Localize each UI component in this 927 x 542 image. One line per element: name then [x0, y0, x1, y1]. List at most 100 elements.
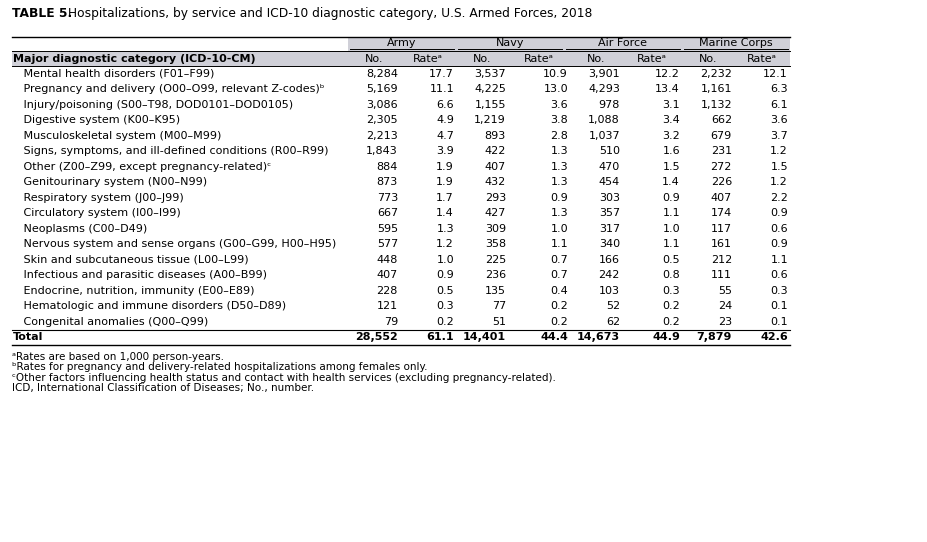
Text: No.: No.	[364, 54, 383, 63]
Text: 1.2: 1.2	[436, 239, 453, 249]
Text: 0.4: 0.4	[550, 286, 567, 296]
Text: 3.6: 3.6	[550, 100, 567, 109]
Text: 0.7: 0.7	[550, 270, 567, 280]
Text: Total: Total	[13, 332, 44, 342]
Text: 0.6: 0.6	[769, 224, 787, 234]
Bar	[12, 221, 789, 236]
Text: 24: 24	[717, 301, 731, 311]
Text: 1.3: 1.3	[436, 224, 453, 234]
Bar	[12, 144, 789, 159]
Text: 3.7: 3.7	[769, 131, 787, 141]
Text: 28,552: 28,552	[355, 332, 398, 342]
Text: No.: No.	[586, 54, 604, 63]
Text: Major diagnostic category (ICD-10-CM): Major diagnostic category (ICD-10-CM)	[13, 54, 255, 63]
Text: 1.3: 1.3	[550, 162, 567, 172]
Text: 212: 212	[710, 255, 731, 264]
Text: Air Force: Air Force	[598, 38, 647, 48]
Text: 577: 577	[376, 239, 398, 249]
Text: 1,155: 1,155	[474, 100, 505, 109]
Bar	[12, 283, 789, 299]
Text: 12.1: 12.1	[762, 69, 787, 79]
Text: Rateᵃ: Rateᵃ	[746, 54, 776, 63]
Text: 773: 773	[376, 193, 398, 203]
Text: 2,305: 2,305	[366, 115, 398, 125]
Text: 1.1: 1.1	[662, 208, 679, 218]
Text: 1.1: 1.1	[662, 239, 679, 249]
Bar	[12, 97, 789, 113]
Text: 448: 448	[376, 255, 398, 264]
Text: 0.3: 0.3	[436, 301, 453, 311]
Text: 228: 228	[376, 286, 398, 296]
Text: 1.1: 1.1	[769, 255, 787, 264]
Text: 7,879: 7,879	[696, 332, 731, 342]
Text: 225: 225	[484, 255, 505, 264]
Text: Genitourinary system (N00–N99): Genitourinary system (N00–N99)	[13, 177, 207, 187]
Text: Rateᵃ: Rateᵃ	[636, 54, 667, 63]
Text: 662: 662	[710, 115, 731, 125]
Text: 61.1: 61.1	[425, 332, 453, 342]
Text: 1.5: 1.5	[769, 162, 787, 172]
Text: ᵃRates are based on 1,000 person-years.: ᵃRates are based on 1,000 person-years.	[12, 352, 223, 362]
Text: Congenital anomalies (Q00–Q99): Congenital anomalies (Q00–Q99)	[13, 317, 208, 327]
Text: ICD, International Classification of Diseases; No., number.: ICD, International Classification of Dis…	[12, 384, 313, 393]
Text: 3,901: 3,901	[588, 69, 619, 79]
Bar	[348, 37, 789, 51]
Text: 135: 135	[485, 286, 505, 296]
Text: 407: 407	[710, 193, 731, 203]
Text: 6.6: 6.6	[436, 100, 453, 109]
Text: 2.8: 2.8	[550, 131, 567, 141]
Text: 44.4: 44.4	[540, 332, 567, 342]
Text: 11.1: 11.1	[429, 84, 453, 94]
Bar	[12, 128, 789, 144]
Text: 1.5: 1.5	[662, 162, 679, 172]
Text: Pregnancy and delivery (O00–O99, relevant Z-codes)ᵇ: Pregnancy and delivery (O00–O99, relevan…	[13, 84, 324, 94]
Text: 3.4: 3.4	[662, 115, 679, 125]
Text: 4,225: 4,225	[474, 84, 505, 94]
Text: ᶜOther factors influencing health status and contact with health services (exclu: ᶜOther factors influencing health status…	[12, 373, 555, 383]
Text: 0.2: 0.2	[550, 317, 567, 327]
Bar	[12, 268, 789, 283]
Bar	[12, 190, 789, 205]
Bar	[12, 314, 789, 330]
Text: 52: 52	[605, 301, 619, 311]
Text: Hospitalizations, by service and ICD-10 diagnostic category, U.S. Armed Forces, : Hospitalizations, by service and ICD-10 …	[64, 7, 591, 20]
Text: Circulatory system (I00–I99): Circulatory system (I00–I99)	[13, 208, 181, 218]
Text: 2,232: 2,232	[699, 69, 731, 79]
Bar	[12, 299, 789, 314]
Text: Digestive system (K00–K95): Digestive system (K00–K95)	[13, 115, 180, 125]
Text: 595: 595	[376, 224, 398, 234]
Text: 978: 978	[598, 100, 619, 109]
Text: Injury/poisoning (S00–T98, DOD0101–DOD0105): Injury/poisoning (S00–T98, DOD0101–DOD01…	[13, 100, 293, 109]
Text: 174: 174	[710, 208, 731, 218]
Text: 3.9: 3.9	[436, 146, 453, 156]
Text: 3.1: 3.1	[662, 100, 679, 109]
Text: 0.2: 0.2	[662, 317, 679, 327]
Text: 0.9: 0.9	[769, 239, 787, 249]
Text: 1.2: 1.2	[769, 146, 787, 156]
Text: 3,537: 3,537	[474, 69, 505, 79]
Bar	[12, 66, 789, 81]
Text: Respiratory system (J00–J99): Respiratory system (J00–J99)	[13, 193, 184, 203]
Bar	[12, 205, 789, 221]
Text: 0.1: 0.1	[769, 317, 787, 327]
Text: No.: No.	[698, 54, 717, 63]
Text: 231: 231	[710, 146, 731, 156]
Text: 427: 427	[484, 208, 505, 218]
Text: 358: 358	[484, 239, 505, 249]
Text: 407: 407	[376, 270, 398, 280]
Text: 679: 679	[710, 131, 731, 141]
Text: Rateᵃ: Rateᵃ	[413, 54, 442, 63]
Text: 1.4: 1.4	[662, 177, 679, 187]
Text: Rateᵃ: Rateᵃ	[524, 54, 553, 63]
Text: 0.9: 0.9	[662, 193, 679, 203]
Text: Musculoskeletal system (M00–M99): Musculoskeletal system (M00–M99)	[13, 131, 222, 141]
Text: Army: Army	[387, 38, 416, 48]
Text: 3.2: 3.2	[662, 131, 679, 141]
Text: 166: 166	[598, 255, 619, 264]
Text: 1,219: 1,219	[474, 115, 505, 125]
Text: 121: 121	[376, 301, 398, 311]
Text: 44.9: 44.9	[652, 332, 679, 342]
Text: Skin and subcutaneous tissue (L00–L99): Skin and subcutaneous tissue (L00–L99)	[13, 255, 248, 264]
Bar	[12, 236, 789, 252]
Text: 242: 242	[598, 270, 619, 280]
